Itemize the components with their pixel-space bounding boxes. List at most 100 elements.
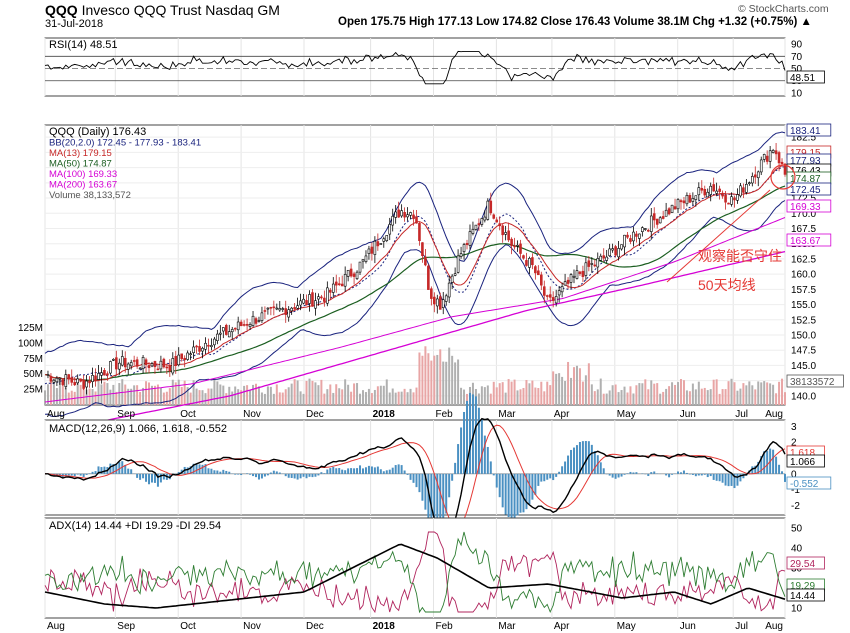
macd-hist-bar <box>356 468 359 474</box>
volume-bar <box>546 381 549 405</box>
macd-label: MACD(12,26,9) 1.066, 1.618, -0.552 <box>49 423 227 435</box>
candle-body <box>453 273 457 276</box>
volume-bar <box>513 379 516 405</box>
macd-hist-bar <box>252 473 255 477</box>
candle-body <box>129 362 133 367</box>
volume-bar <box>739 388 742 405</box>
candle-body <box>780 161 784 164</box>
volume-bar <box>688 391 691 405</box>
candle-body <box>174 356 178 366</box>
price-value-label: 176.43 <box>790 166 821 177</box>
candle-body <box>153 361 157 368</box>
volume-bar <box>721 389 724 405</box>
macd-hist-bar <box>257 473 260 480</box>
volume-bar <box>460 387 463 405</box>
candle-body <box>159 360 163 370</box>
volume-bar <box>58 379 61 405</box>
volume-bar <box>427 353 430 405</box>
volume-bar <box>174 382 177 405</box>
candle-body <box>337 283 341 285</box>
candle-body <box>132 360 136 362</box>
macd-tick: 2 <box>791 438 797 449</box>
candle-body <box>55 377 59 383</box>
symbol: QQQ <box>45 2 78 18</box>
candle-body <box>762 154 766 160</box>
macd-hist-bar <box>483 435 486 474</box>
volume-bar <box>198 390 201 405</box>
volume-bar <box>347 384 350 405</box>
adx-value-label: 29.54 <box>790 559 815 570</box>
volume-bar <box>757 381 760 405</box>
adx-tick: 50 <box>791 524 803 535</box>
candle-body <box>230 329 234 333</box>
macd-hist-bar <box>682 470 685 474</box>
candle-body <box>528 258 531 268</box>
candle-body <box>126 363 130 370</box>
macd-hist-bar <box>73 473 76 477</box>
x-axis-label: Aug <box>765 409 783 420</box>
macd-hist-bar <box>91 471 94 474</box>
candle-body <box>287 309 290 318</box>
volume-bar <box>55 388 58 405</box>
macd-hist-bar <box>540 473 543 482</box>
adx-value-label: 14.44 <box>790 591 815 602</box>
volume-bar <box>730 378 733 405</box>
candle-body <box>135 359 139 367</box>
volume-bar <box>85 389 88 405</box>
volume-bar <box>421 355 424 405</box>
volume-bar <box>763 381 766 405</box>
price-tick: 172.5 <box>791 194 816 205</box>
volume-bar <box>587 363 590 405</box>
candle-body <box>638 233 641 239</box>
candle-body <box>213 338 216 346</box>
volume-bar <box>305 380 308 405</box>
macd-hist-bar <box>679 472 682 474</box>
candle-body <box>614 246 617 256</box>
macd-hist-bar <box>677 471 680 474</box>
candle-body <box>617 248 620 258</box>
macd-hist-bar <box>118 462 121 474</box>
volume-bar <box>668 386 671 405</box>
candle-body <box>266 307 270 310</box>
volume-bar <box>216 381 219 405</box>
macd-hist-bar <box>418 473 421 493</box>
volume-bar <box>581 381 584 405</box>
macd-hist-bar <box>474 396 477 474</box>
macd-hist-bar <box>534 473 537 495</box>
volume-bar <box>409 388 412 405</box>
candle-body <box>257 320 261 322</box>
candle-body <box>629 238 632 242</box>
volume-bar <box>204 393 207 405</box>
macd-value-label: 1.066 <box>790 457 815 468</box>
volume-bar <box>311 380 314 405</box>
volume-tick: 100M <box>18 338 43 349</box>
candle-body <box>370 246 374 254</box>
volume-bar <box>760 382 763 405</box>
volume-bar <box>727 381 730 405</box>
volume-bar <box>486 385 489 405</box>
volume-bar <box>64 387 67 405</box>
ma200-line <box>44 250 786 434</box>
candle-body <box>112 359 115 361</box>
annotation-arrow <box>666 189 771 283</box>
macd-hist-bar <box>519 473 522 513</box>
macd-tick: 0 <box>791 469 797 480</box>
quote-summary: Open 175.75 High 177.13 Low 174.82 Close… <box>338 16 812 28</box>
candle-body <box>459 253 463 257</box>
macd-hist-bar <box>142 473 145 479</box>
candle-body <box>70 377 74 383</box>
volume-bar <box>415 387 418 405</box>
macd-hist-bar <box>361 468 364 474</box>
volume-bar <box>590 384 593 405</box>
candle-body <box>679 200 683 203</box>
macd-hist-bar <box>668 473 671 478</box>
macd-hist-bar <box>406 473 409 475</box>
volume-bar <box>210 388 213 405</box>
candle-body <box>97 373 100 380</box>
volume-bar <box>213 378 216 405</box>
price-value-label: 172.45 <box>790 185 821 196</box>
annotation-text-2: 50天均线 <box>698 277 756 293</box>
macd-hist-bar <box>112 464 115 474</box>
volume-bar <box>79 384 82 405</box>
volume-bar <box>608 390 611 405</box>
